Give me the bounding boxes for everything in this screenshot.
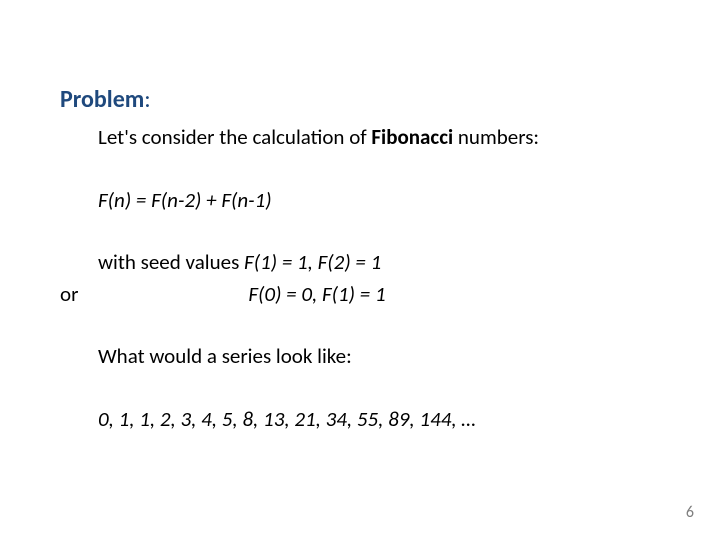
slide-content: Problem: Let's consider the calculation … xyxy=(0,0,720,435)
seed-prefix: with seed values xyxy=(98,249,244,275)
question-line: What would a series look like: xyxy=(60,341,660,373)
seed-values-1: F(1) = 1, F(2) = 1 xyxy=(244,249,381,275)
formula-line: F(n) = F(n-2) + F(n-1) xyxy=(60,185,660,217)
spacer xyxy=(60,154,660,185)
intro-line: Let's consider the calculation of Fibona… xyxy=(60,122,660,154)
heading-colon: : xyxy=(144,85,150,114)
spacer xyxy=(60,310,660,341)
or-label: or xyxy=(60,279,78,311)
spacer xyxy=(60,373,660,404)
intro-suffix: numbers: xyxy=(453,124,539,150)
seed-line-2: or F(0) = 0, F(1) = 1 xyxy=(60,279,660,311)
page-number: 6 xyxy=(686,503,694,522)
problem-heading: Problem: xyxy=(60,85,660,114)
content-body: Let's consider the calculation of Fibona… xyxy=(60,122,660,435)
intro-bold: Fibonacci xyxy=(371,124,453,150)
series-line: 0, 1, 1, 2, 3, 4, 5, 8, 13, 21, 34, 55, … xyxy=(60,404,660,436)
intro-prefix: Let's consider the calculation of xyxy=(98,124,371,150)
seed-values-2: F(0) = 0, F(1) = 1 xyxy=(78,279,385,311)
heading-label: Problem xyxy=(60,85,144,114)
spacer xyxy=(60,216,660,247)
seed-line-1: with seed values F(1) = 1, F(2) = 1 xyxy=(60,247,660,279)
